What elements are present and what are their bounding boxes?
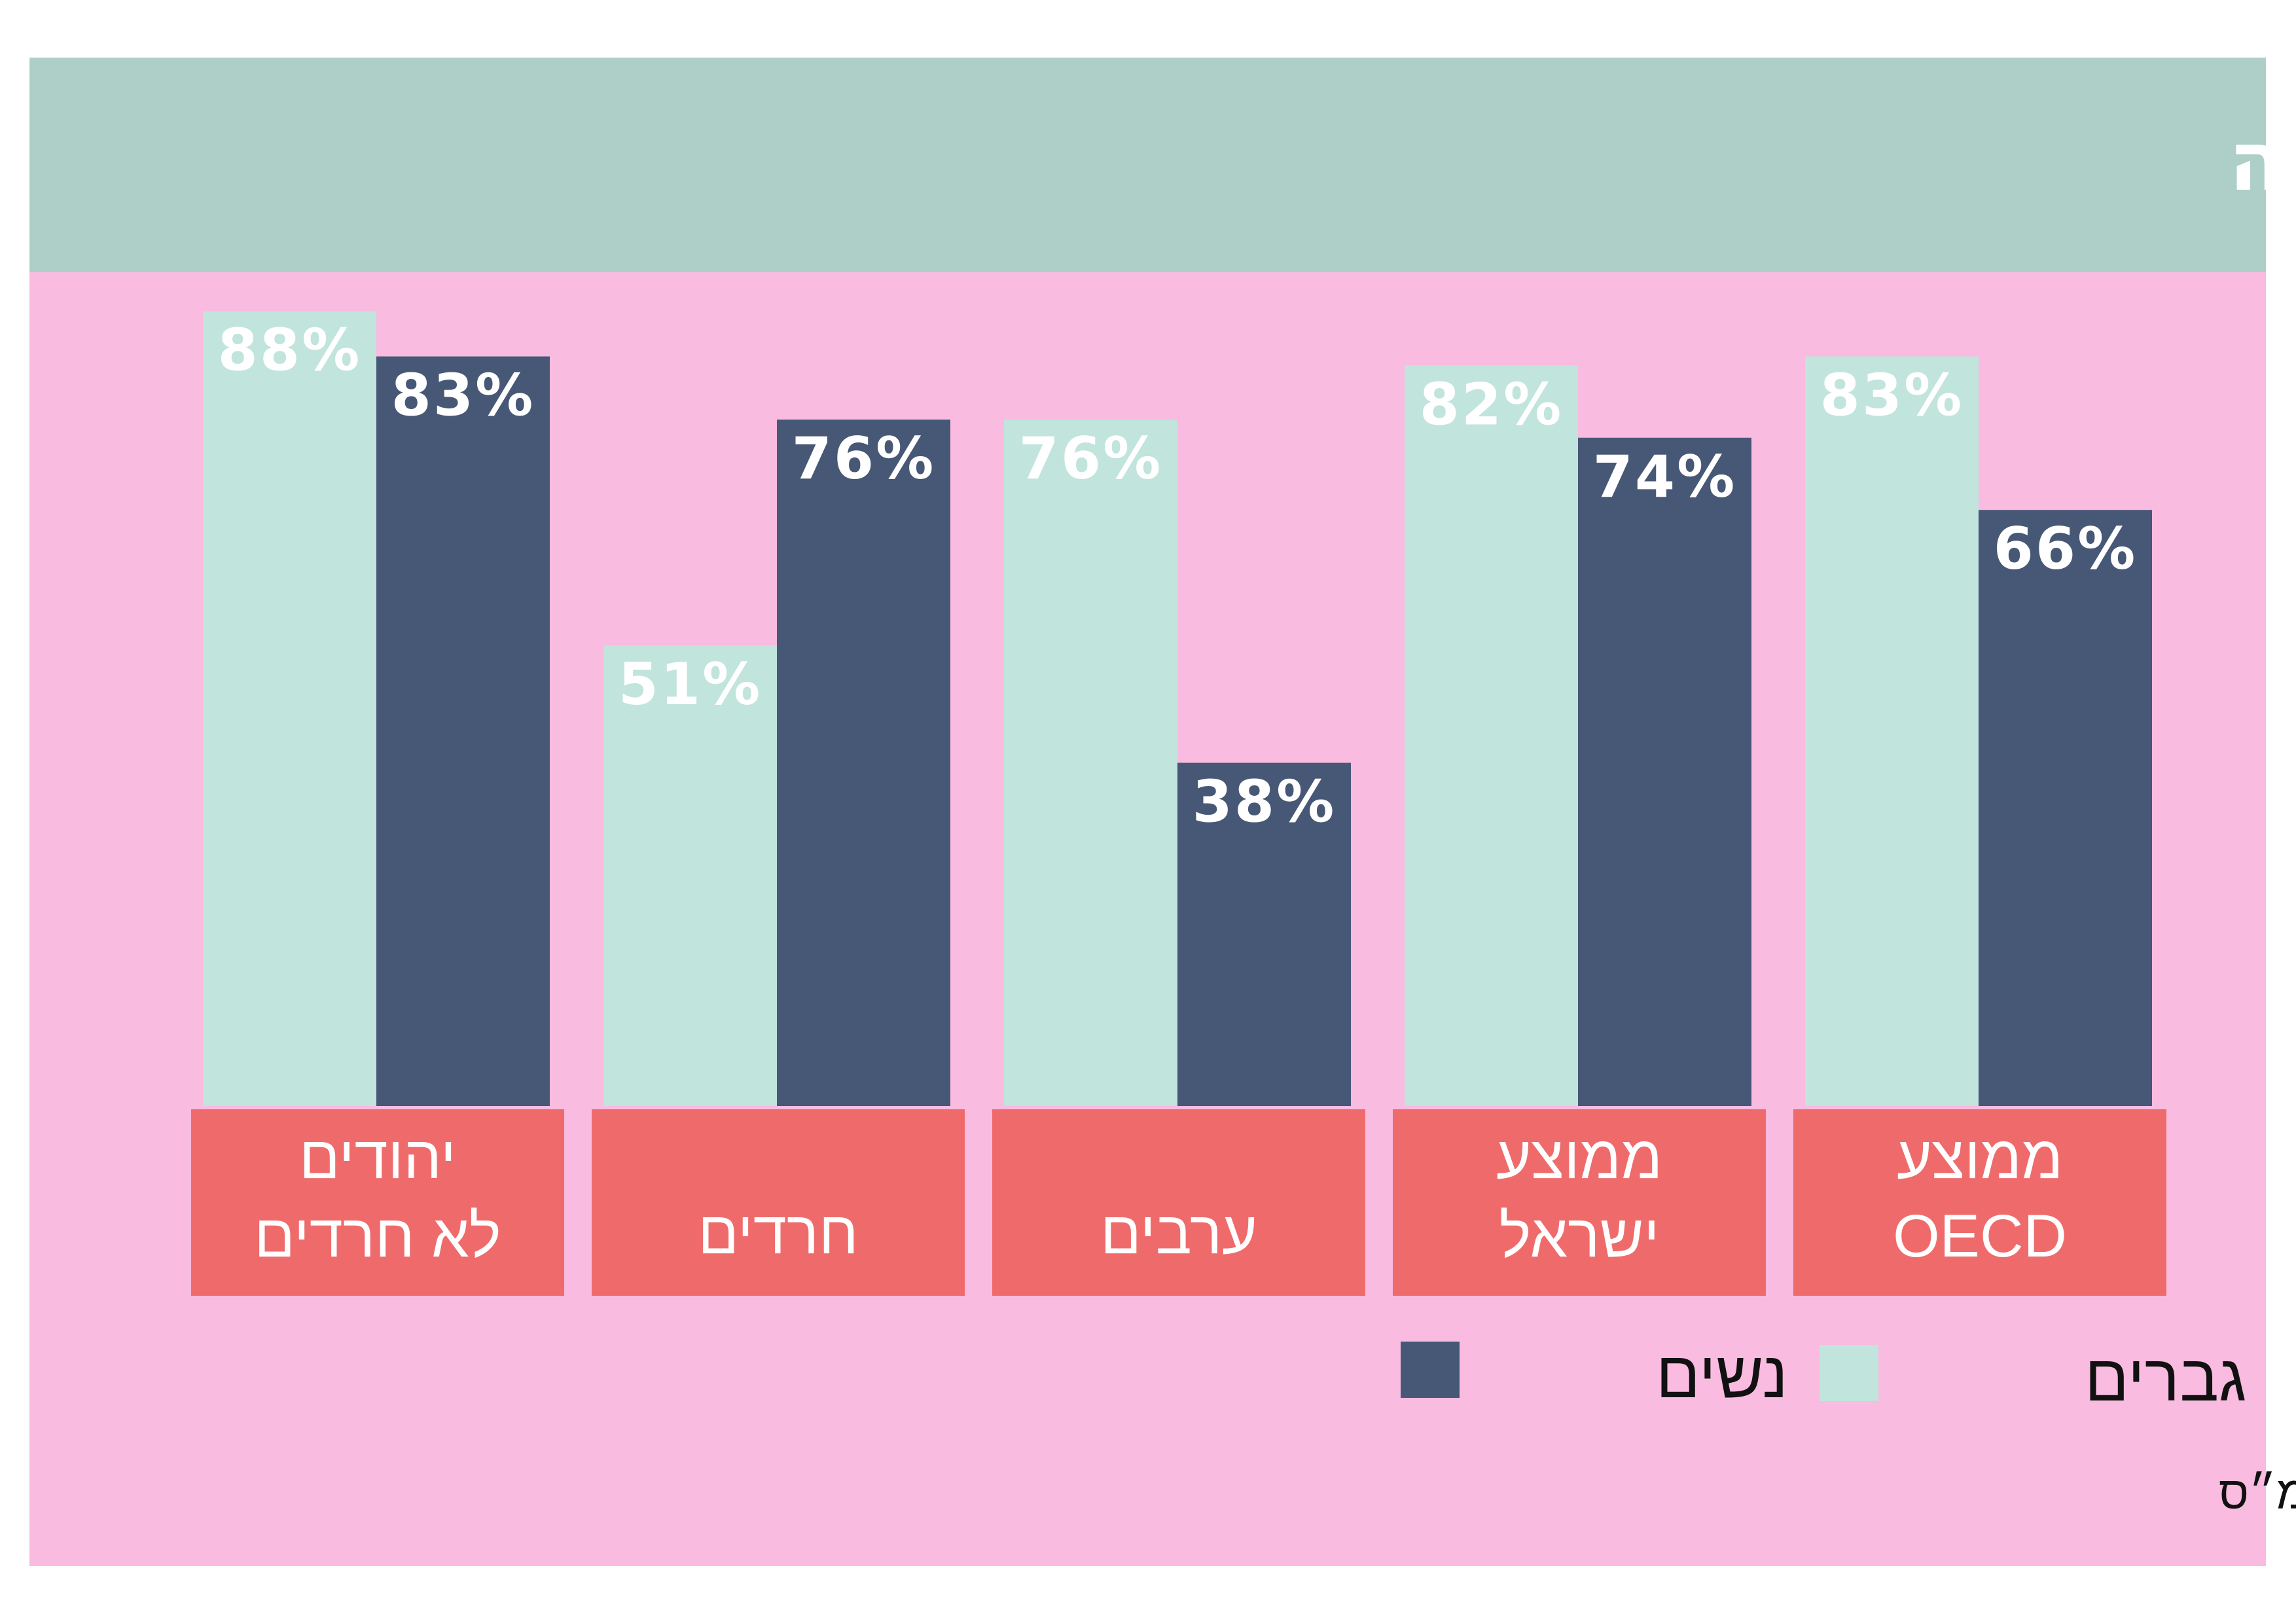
category-label-1-line-1: יהודים: [299, 1124, 456, 1191]
legend-label-men: גברים: [2085, 1342, 2246, 1415]
value-label-men-2: 51%: [619, 651, 762, 718]
value-label-men-1: 88%: [218, 317, 362, 384]
legend: נשים גברים: [1401, 1338, 2246, 1415]
bar-men-3: [1004, 419, 1177, 1107]
bar-men-2: [603, 645, 777, 1106]
value-label-women-2: 76%: [792, 425, 936, 492]
category-label-5-line-1: ממוצע: [1897, 1124, 2063, 1191]
category-box-3: [992, 1109, 1365, 1296]
legend-swatch-women: [1401, 1342, 1460, 1398]
category-box-4: [1393, 1109, 1766, 1296]
bar-women-5: [1979, 510, 2152, 1106]
value-label-men-5: 83%: [1820, 362, 1964, 429]
category-label-1-line-2: לא חרדים: [254, 1203, 501, 1270]
category-label-5-line-2: OECD: [1893, 1203, 2067, 1270]
title-banner: [29, 58, 2266, 272]
category-labels-group: יהודים לא חרדים חרדים ערבים ממוצע ישראל ממוצע O…: [191, 1109, 2166, 1296]
value-label-men-4: 82%: [1420, 370, 1564, 438]
chart-title: שיעור התעסוקה לפי קבוצות אוכלוסייה: [2229, 113, 2296, 209]
legend-label-women: נשים: [1656, 1338, 1788, 1412]
category-box-1: [191, 1109, 564, 1296]
category-box-5: [1793, 1109, 2166, 1296]
bar-women-4: [1578, 437, 1751, 1106]
value-label-women-3: 38%: [1193, 768, 1336, 836]
value-label-women-5: 66%: [1994, 515, 2138, 582]
category-label-4-line-1: ממוצע: [1496, 1124, 1662, 1191]
bar-men-5: [1805, 356, 1979, 1106]
category-label-3-line-1: ערבים: [1100, 1200, 1257, 1266]
footnote: * נתונים: ה־OECD והלמ״ס: [2219, 1467, 2296, 1518]
value-label-women-4: 74%: [1593, 443, 1737, 510]
bar-men-4: [1405, 365, 1578, 1106]
category-box-2: [592, 1109, 965, 1296]
value-label-women-1: 83%: [391, 362, 535, 429]
category-label-4-line-2: ישראל: [1499, 1203, 1660, 1270]
bar-women-2: [777, 419, 950, 1107]
category-label-2-line-1: חרדים: [698, 1200, 858, 1266]
legend-swatch-men: [1820, 1345, 1878, 1401]
bar-women-3: [1177, 762, 1351, 1106]
value-label-men-3: 76%: [1019, 425, 1163, 492]
bar-women-1: [376, 356, 550, 1106]
bar-men-1: [203, 311, 376, 1107]
bars-group: 88% 83% 51% 76% 76% 38% 82% 74% 83% 66%: [203, 311, 2152, 1107]
